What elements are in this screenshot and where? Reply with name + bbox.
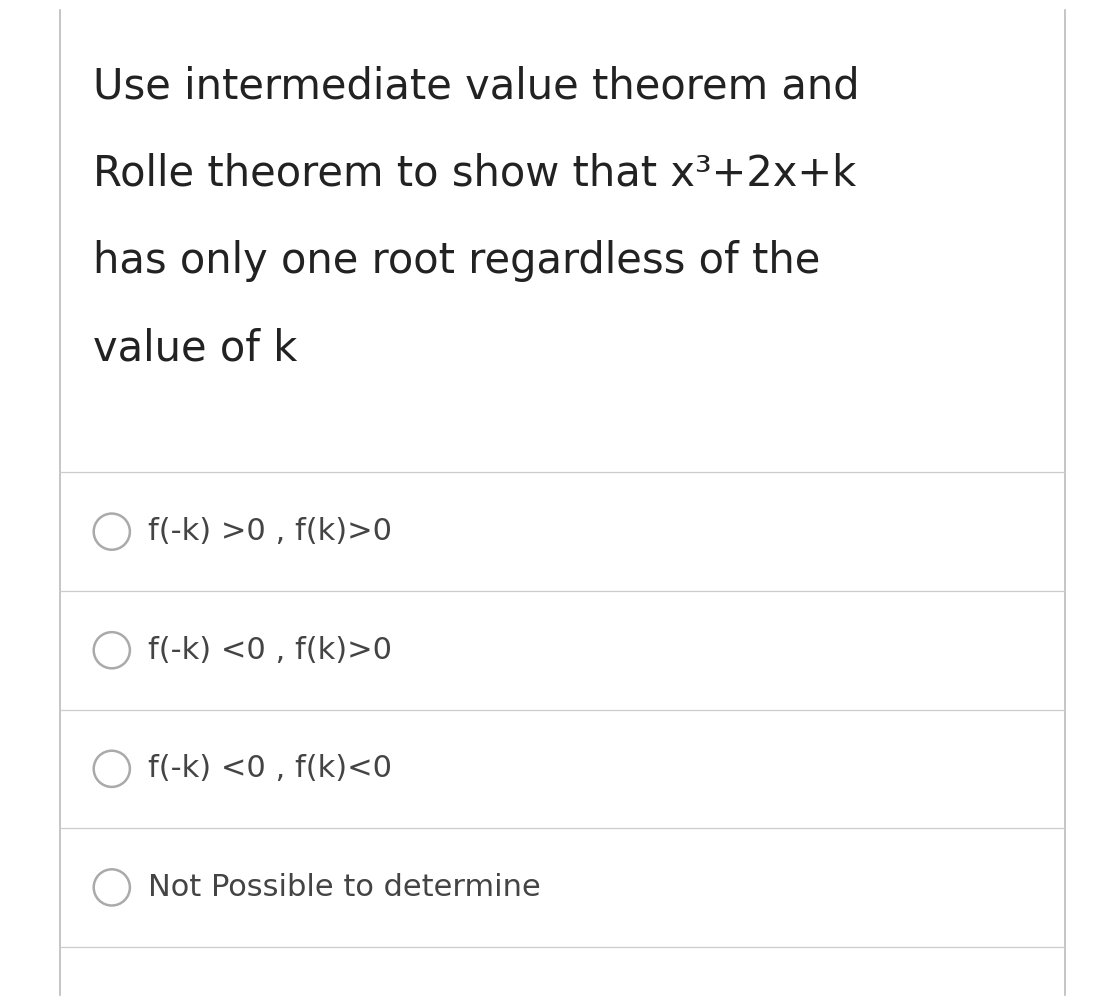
Text: has only one root regardless of the: has only one root regardless of the — [93, 240, 821, 282]
Text: f(-k) >0 , f(k)>0: f(-k) >0 , f(k)>0 — [148, 518, 392, 546]
Text: Use intermediate value theorem and: Use intermediate value theorem and — [93, 65, 859, 108]
Text: Rolle theorem to show that x³+2x+k: Rolle theorem to show that x³+2x+k — [93, 153, 856, 195]
Text: value of k: value of k — [93, 328, 297, 370]
Text: f(-k) <0 , f(k)>0: f(-k) <0 , f(k)>0 — [148, 636, 392, 664]
Text: f(-k) <0 , f(k)<0: f(-k) <0 , f(k)<0 — [148, 755, 392, 783]
Text: Not Possible to determine: Not Possible to determine — [148, 873, 540, 901]
